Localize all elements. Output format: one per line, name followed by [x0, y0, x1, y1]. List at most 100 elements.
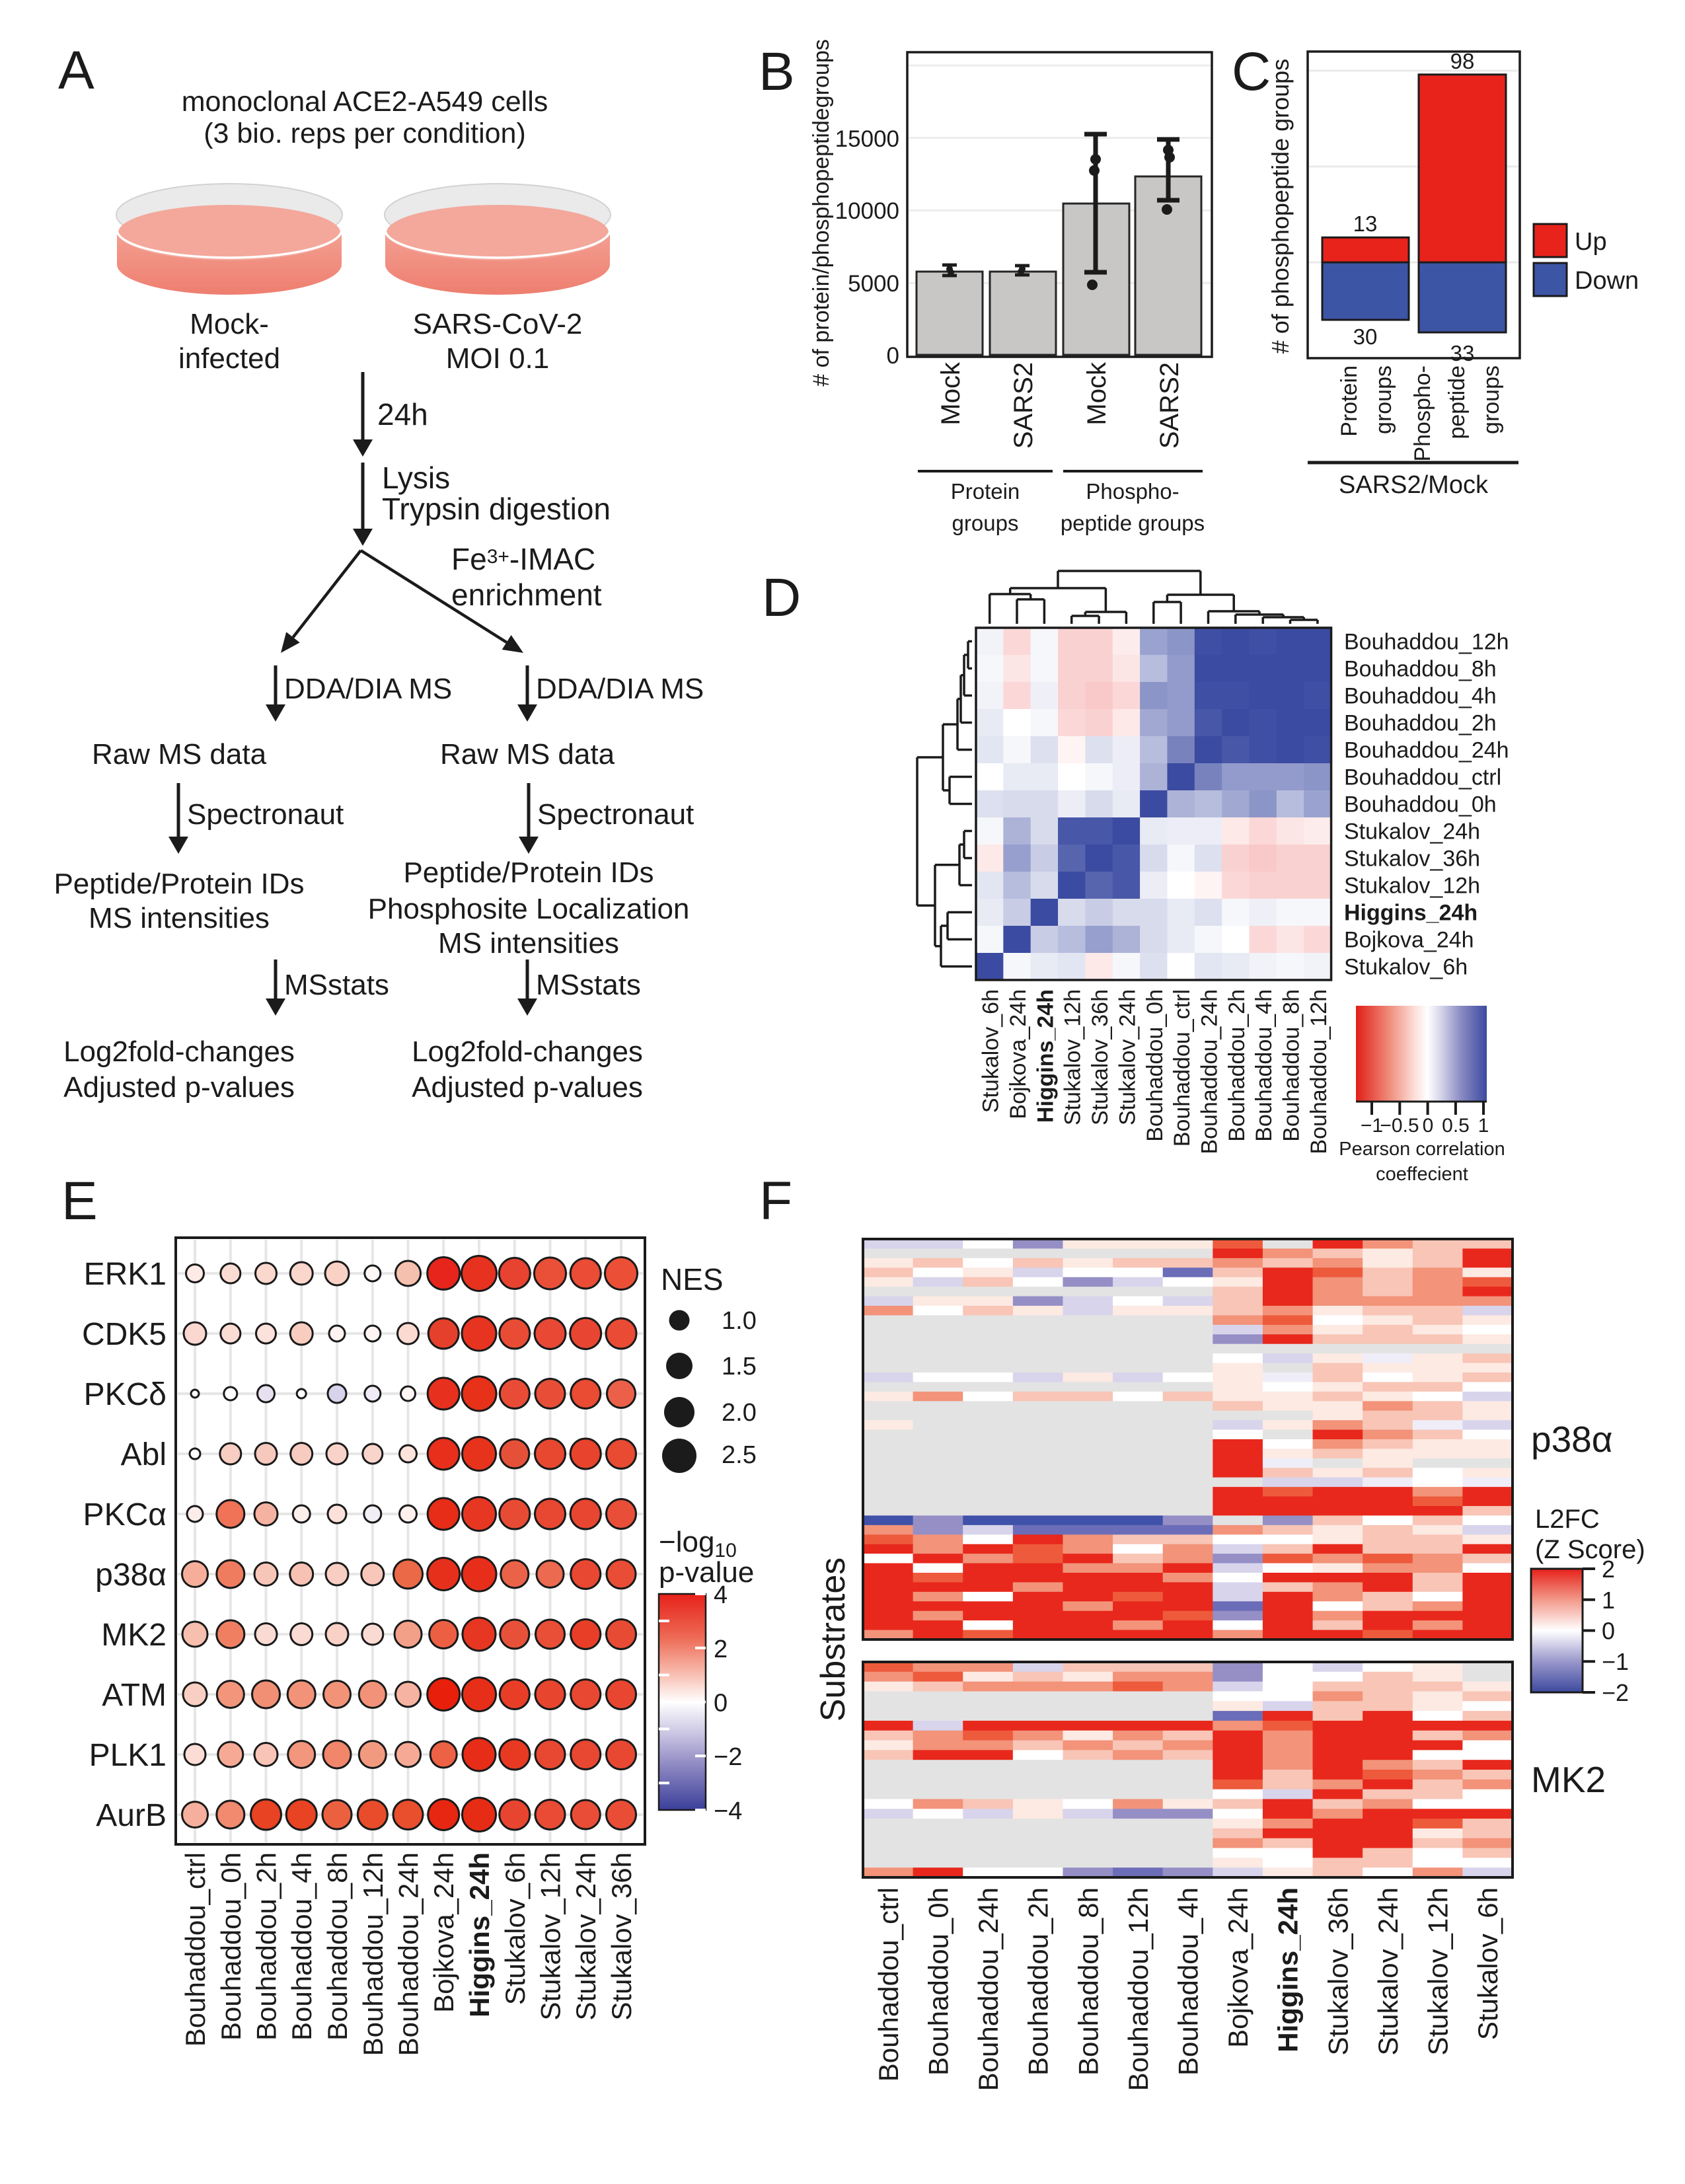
svg-text:Bouhaddou_0h: Bouhaddou_0h — [1142, 989, 1168, 1142]
svg-text:1: 1 — [1478, 1115, 1489, 1137]
svg-text:Higgins_24h: Higgins_24h — [1033, 989, 1058, 1123]
svg-text:# of phosphopeptide groups: # of phosphopeptide groups — [1267, 59, 1294, 354]
svg-text:Phosphosite Localization: Phosphosite Localization — [368, 893, 690, 925]
svg-text:Mock: Mock — [936, 361, 965, 426]
svg-text:Higgins_24h: Higgins_24h — [1344, 901, 1478, 926]
svg-text:monoclonal ACE2-A549 cells: monoclonal ACE2-A549 cells — [182, 86, 548, 118]
svg-text:MSstats: MSstats — [536, 969, 641, 1001]
svg-text:Bouhaddou_24h: Bouhaddou_24h — [1197, 989, 1222, 1154]
svg-text:Bouhaddou_12h: Bouhaddou_12h — [1123, 1887, 1154, 2091]
svg-text:Spectronaut: Spectronaut — [187, 798, 344, 831]
svg-text:MSstats: MSstats — [284, 969, 389, 1001]
svg-text:Bojkova_24h: Bojkova_24h — [428, 1852, 459, 2013]
svg-text:Bouhaddou_8h: Bouhaddou_8h — [322, 1852, 353, 2041]
svg-text:Bojkova_24h: Bojkova_24h — [1006, 989, 1031, 1119]
svg-text:Adjusted p-values: Adjusted p-values — [412, 1071, 643, 1104]
svg-text:MK2: MK2 — [1531, 1759, 1606, 1800]
svg-text:PKCα: PKCα — [83, 1497, 167, 1532]
svg-text:SARS2/Mock: SARS2/Mock — [1339, 471, 1489, 499]
svg-text:1: 1 — [1602, 1587, 1615, 1614]
svg-text:Higgins_24h: Higgins_24h — [1273, 1887, 1304, 2052]
svg-text:SARS-CoV-2: SARS-CoV-2 — [413, 308, 583, 340]
svg-text:Bouhaddou_2h: Bouhaddou_2h — [1344, 711, 1497, 736]
svg-text:C: C — [1232, 42, 1271, 102]
svg-text:4: 4 — [714, 1581, 728, 1609]
svg-text:groups: groups — [952, 511, 1019, 535]
svg-text:30: 30 — [1353, 324, 1378, 349]
svg-text:Bouhaddou_24h: Bouhaddou_24h — [973, 1887, 1004, 2091]
svg-text:10000: 10000 — [835, 198, 899, 224]
svg-text:CDK5: CDK5 — [82, 1317, 167, 1352]
svg-text:Stukalov_12h: Stukalov_12h — [1344, 874, 1480, 899]
svg-text:Bouhaddou_12h: Bouhaddou_12h — [1306, 989, 1331, 1154]
svg-text:Bouhaddou_4h: Bouhaddou_4h — [1252, 989, 1277, 1142]
svg-text:Bouhaddou_24h: Bouhaddou_24h — [393, 1852, 424, 2056]
svg-text:p38α: p38α — [1531, 1419, 1613, 1460]
svg-text:Log2fold-changes: Log2fold-changes — [412, 1036, 643, 1068]
svg-text:Mock: Mock — [1082, 361, 1111, 426]
svg-text:0: 0 — [1602, 1618, 1615, 1645]
svg-text:Bouhaddou_8h: Bouhaddou_8h — [1344, 657, 1497, 682]
svg-text:98: 98 — [1450, 49, 1475, 73]
svg-text:Fe3+-IMAC: Fe3+-IMAC — [451, 542, 595, 576]
svg-text:Bouhaddou_ctrl: Bouhaddou_ctrl — [1344, 765, 1501, 790]
svg-text:Higgins_24h: Higgins_24h — [464, 1852, 495, 2017]
svg-text:Protein: Protein — [951, 479, 1020, 504]
svg-text:Raw MS data: Raw MS data — [92, 738, 267, 771]
svg-text:Bouhaddou_8h: Bouhaddou_8h — [1072, 1887, 1104, 2076]
svg-text:PKCδ: PKCδ — [84, 1377, 167, 1412]
svg-text:DDA/DIA MS: DDA/DIA MS — [536, 673, 704, 705]
svg-text:Lysis: Lysis — [382, 461, 450, 495]
svg-text:Bojkova_24h: Bojkova_24h — [1222, 1887, 1254, 2048]
svg-text:1.0: 1.0 — [722, 1307, 757, 1335]
svg-text:MOI 0.1: MOI 0.1 — [446, 342, 550, 375]
svg-text:Stukalov_6h: Stukalov_6h — [500, 1852, 531, 2005]
svg-text:−1: −1 — [1602, 1648, 1629, 1675]
svg-text:−4: −4 — [714, 1797, 742, 1825]
svg-text:B: B — [759, 42, 795, 102]
svg-text:Abl: Abl — [121, 1437, 167, 1472]
svg-text:Substrates: Substrates — [814, 1558, 852, 1722]
svg-text:2: 2 — [1602, 1556, 1615, 1583]
svg-text:Adjusted p-values: Adjusted p-values — [63, 1071, 295, 1104]
svg-text:E: E — [61, 1171, 98, 1231]
svg-text:ATM: ATM — [102, 1678, 167, 1713]
svg-text:Bouhaddou_ctrl: Bouhaddou_ctrl — [1170, 989, 1195, 1147]
svg-text:L2FC: L2FC — [1535, 1505, 1600, 1534]
svg-text:0: 0 — [1423, 1115, 1434, 1137]
svg-text:Protein: Protein — [1337, 365, 1362, 437]
svg-text:Bouhaddou_12h: Bouhaddou_12h — [1344, 630, 1509, 655]
svg-text:Up: Up — [1575, 228, 1607, 256]
svg-text:24h: 24h — [377, 397, 428, 432]
svg-text:−2: −2 — [1602, 1679, 1629, 1706]
svg-text:Bojkova_24h: Bojkova_24h — [1344, 928, 1474, 953]
svg-text:Stukalov_24h: Stukalov_24h — [570, 1852, 601, 2021]
svg-text:Stukalov_36h: Stukalov_36h — [606, 1852, 637, 2021]
svg-text:Bouhaddou_0h: Bouhaddou_0h — [1344, 792, 1497, 817]
svg-text:D: D — [762, 568, 801, 628]
svg-text:Bouhaddou_2h: Bouhaddou_2h — [251, 1852, 282, 2041]
svg-text:Stukalov_24h: Stukalov_24h — [1372, 1887, 1404, 2056]
svg-text:A: A — [58, 40, 94, 100]
svg-text:groups: groups — [1479, 365, 1504, 434]
svg-text:Pearson correlation: Pearson correlation — [1339, 1139, 1505, 1160]
svg-text:SARS2: SARS2 — [1009, 362, 1038, 449]
svg-text:Bouhaddou_12h: Bouhaddou_12h — [357, 1852, 389, 2056]
svg-text:2.5: 2.5 — [722, 1441, 757, 1469]
svg-text:Stukalov_24h: Stukalov_24h — [1115, 989, 1140, 1125]
svg-text:Phospho-: Phospho- — [1410, 365, 1435, 462]
svg-text:Stukalov_36h: Stukalov_36h — [1322, 1887, 1353, 2056]
svg-text:DDA/DIA MS: DDA/DIA MS — [284, 673, 452, 705]
svg-text:Stukalov_12h: Stukalov_12h — [1423, 1887, 1454, 2056]
svg-text:Stukalov_36h: Stukalov_36h — [1344, 847, 1480, 872]
svg-text:Peptide/Protein IDs: Peptide/Protein IDs — [54, 868, 304, 900]
svg-text:2: 2 — [714, 1636, 728, 1663]
svg-text:0: 0 — [714, 1690, 728, 1717]
svg-text:Bouhaddou_ctrl: Bouhaddou_ctrl — [873, 1887, 904, 2082]
svg-text:coeffecient: coeffecient — [1376, 1164, 1468, 1185]
svg-text:Spectronaut: Spectronaut — [537, 798, 694, 831]
svg-text:Raw MS data: Raw MS data — [440, 738, 615, 771]
svg-text:(Z Score): (Z Score) — [1535, 1535, 1645, 1564]
svg-text:ERK1: ERK1 — [84, 1257, 167, 1292]
svg-text:−1: −1 — [1361, 1115, 1383, 1137]
